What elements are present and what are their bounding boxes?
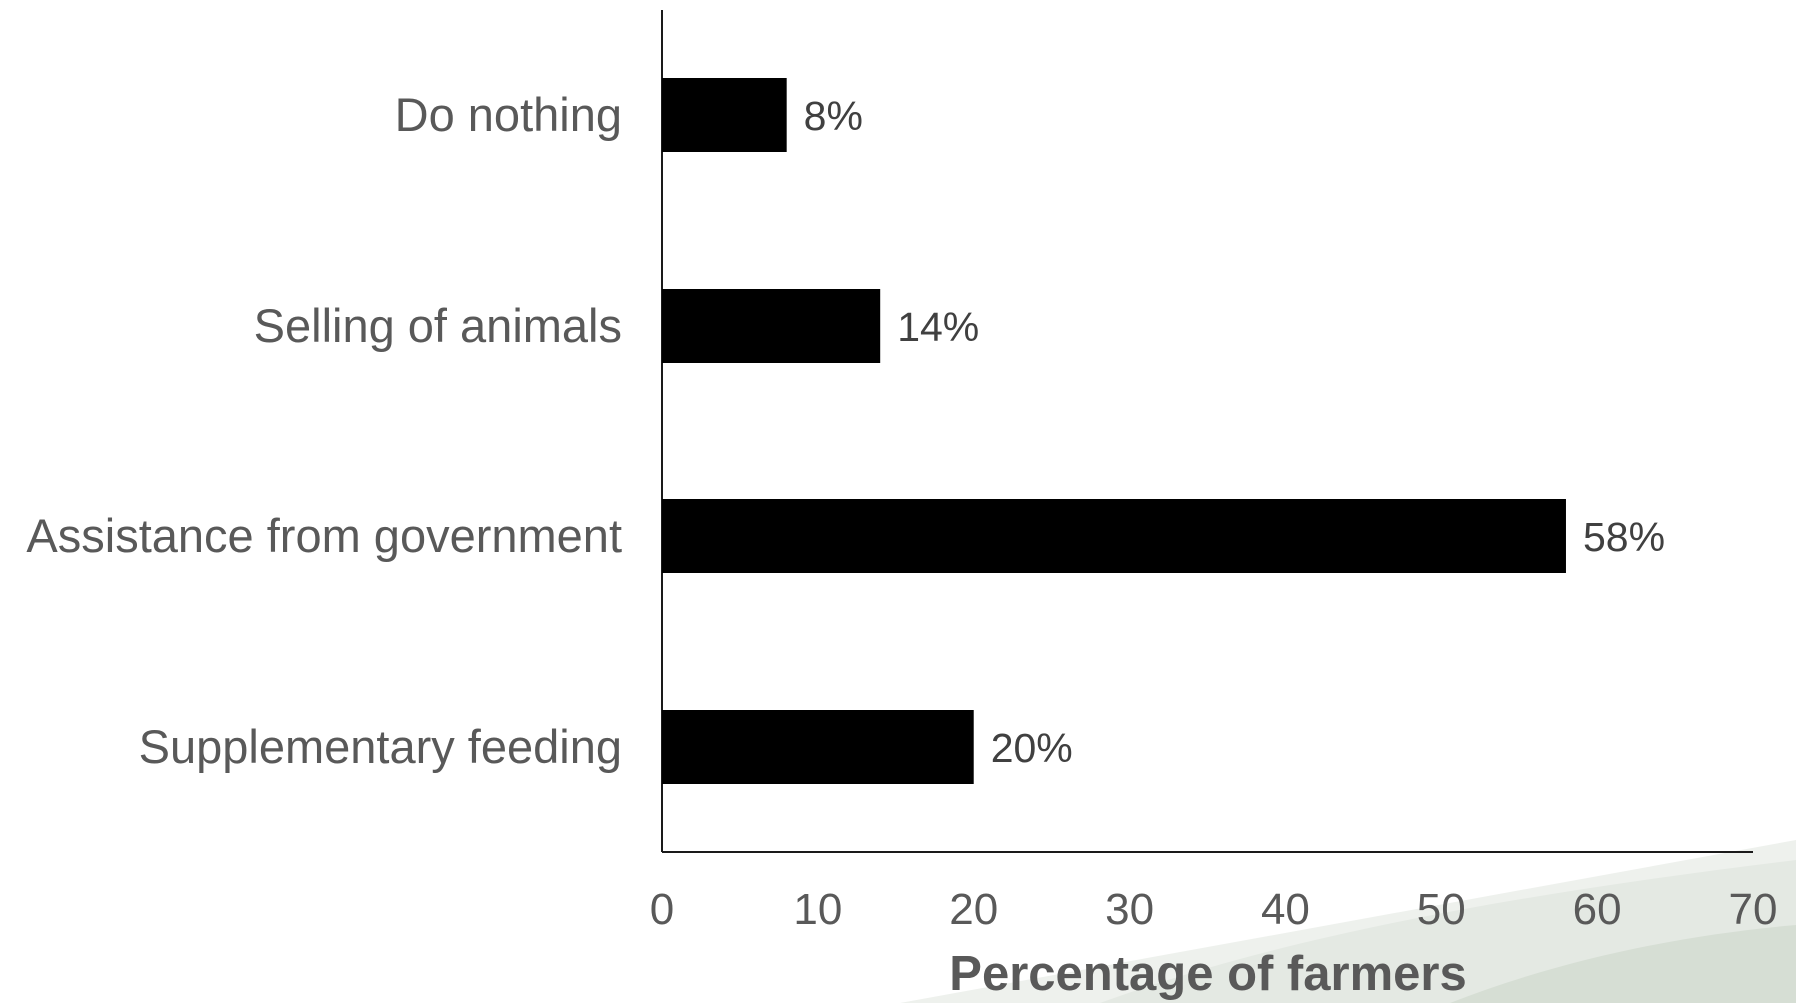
x-tick-label-30: 30 (1105, 885, 1154, 934)
data-label-3: 58% (1583, 514, 1665, 560)
bar-1 (662, 78, 787, 152)
category-label-1: Do nothing (395, 88, 622, 141)
bar-3 (662, 499, 1566, 573)
category-label-2: Selling of animals (254, 299, 622, 352)
data-label-4: 20% (991, 725, 1073, 771)
data-label-1: 8% (804, 93, 863, 139)
x-tick-label-60: 60 (1573, 885, 1622, 934)
x-tick-label-0: 0 (650, 885, 674, 934)
plot-area: Do nothing 8% Selling of animals 14% Assista… (26, 10, 1777, 934)
x-tick-label-20: 20 (949, 885, 998, 934)
background-watermark (900, 840, 1796, 1003)
category-label-4: Supplementary feeding (139, 720, 622, 773)
x-axis-title: Percentage of farmers (949, 947, 1466, 1001)
x-tick-label-40: 40 (1261, 885, 1310, 934)
data-label-2: 14% (897, 304, 979, 350)
x-tick-label-10: 10 (793, 885, 842, 934)
bar-2 (662, 289, 881, 363)
x-tick-label-70: 70 (1729, 885, 1778, 934)
bar-4 (662, 710, 974, 784)
category-label-3: Assistance from government (26, 509, 622, 562)
x-tick-label-50: 50 (1417, 885, 1466, 934)
